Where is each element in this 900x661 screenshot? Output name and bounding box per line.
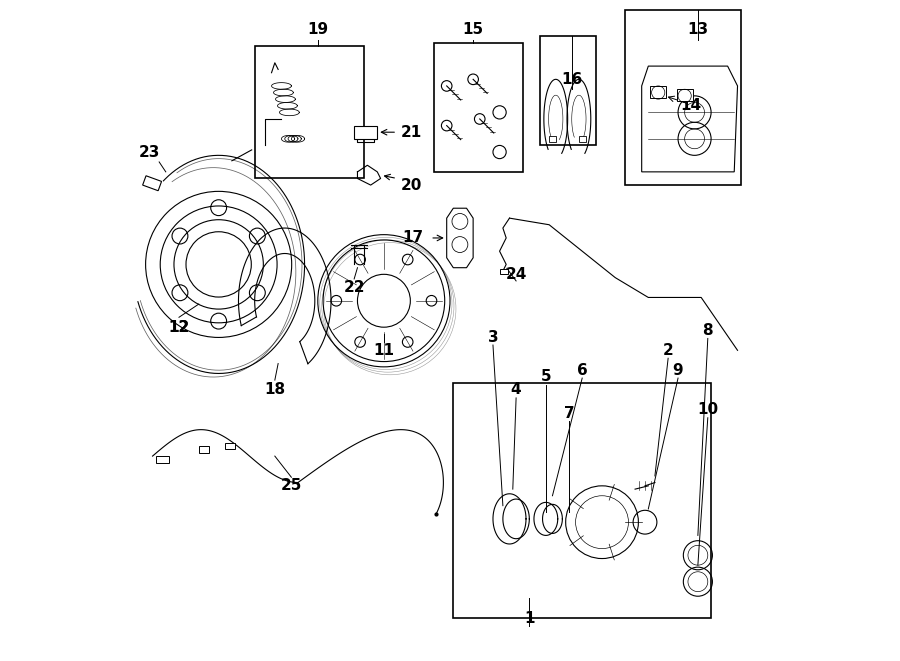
- Text: 14: 14: [680, 98, 702, 113]
- Text: 23: 23: [139, 145, 160, 159]
- Text: 24: 24: [506, 267, 526, 282]
- Bar: [255, 46, 365, 178]
- Text: 20: 20: [400, 178, 422, 192]
- Bar: [434, 43, 524, 172]
- Text: 21: 21: [400, 125, 422, 139]
- Bar: [549, 136, 556, 142]
- Bar: [626, 10, 741, 185]
- Text: 25: 25: [281, 479, 302, 493]
- Bar: [156, 456, 169, 463]
- Bar: [540, 36, 596, 145]
- Text: 15: 15: [463, 22, 483, 37]
- Text: 10: 10: [698, 403, 718, 417]
- Text: 2: 2: [662, 343, 673, 358]
- Bar: [579, 136, 586, 142]
- Bar: [142, 176, 162, 191]
- Bar: [500, 269, 508, 274]
- Bar: [677, 89, 693, 101]
- Text: 17: 17: [402, 231, 424, 245]
- Text: 8: 8: [703, 323, 713, 338]
- Bar: [225, 443, 235, 449]
- Text: 22: 22: [344, 280, 364, 295]
- Text: 13: 13: [688, 22, 708, 37]
- Text: 7: 7: [563, 406, 574, 420]
- Text: 16: 16: [562, 72, 583, 87]
- Text: 19: 19: [307, 22, 328, 37]
- Bar: [355, 126, 377, 139]
- Text: 1: 1: [524, 611, 535, 625]
- Text: 12: 12: [168, 320, 190, 334]
- Text: 9: 9: [672, 363, 683, 377]
- Text: 12: 12: [168, 320, 190, 334]
- Text: 5: 5: [541, 369, 551, 384]
- Text: 18: 18: [265, 383, 285, 397]
- Text: 4: 4: [511, 383, 521, 397]
- Bar: [651, 86, 666, 98]
- Bar: [454, 383, 711, 618]
- Text: 11: 11: [374, 343, 394, 358]
- Bar: [199, 446, 209, 453]
- Text: 6: 6: [577, 363, 588, 377]
- Text: 3: 3: [488, 330, 499, 344]
